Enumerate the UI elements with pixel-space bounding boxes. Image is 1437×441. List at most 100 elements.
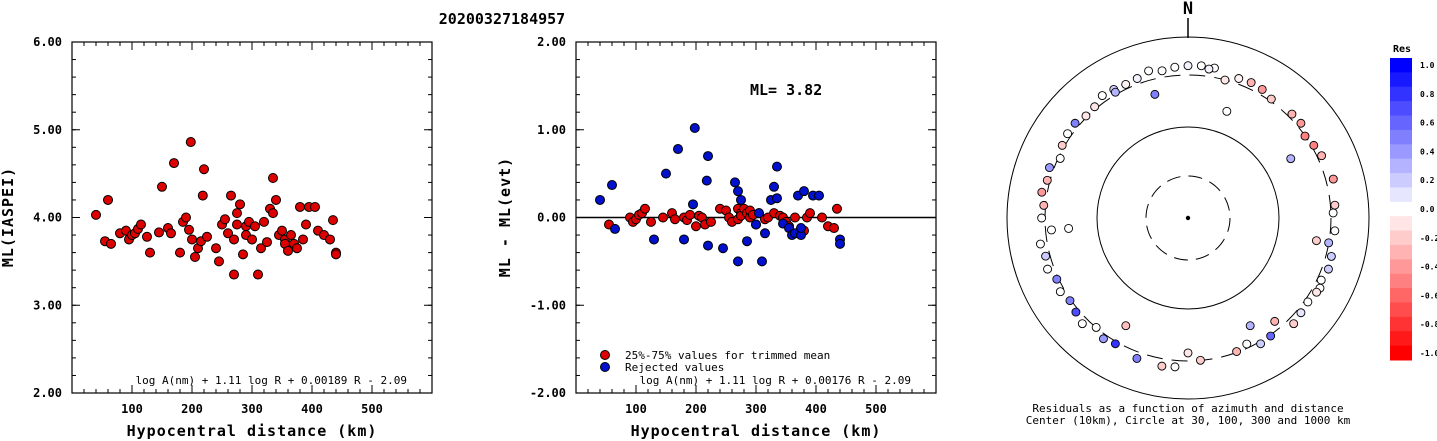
station-residual-point xyxy=(1323,264,1333,274)
station-residual-point xyxy=(1063,129,1073,139)
data-point xyxy=(232,208,242,219)
station-residual-point xyxy=(1245,321,1255,331)
colorbar-cell xyxy=(1390,216,1412,232)
y-tick-label: 2.00 xyxy=(537,35,566,49)
station-residual-point xyxy=(1316,275,1326,285)
colorbar-cell xyxy=(1390,230,1412,246)
colorbar-cell xyxy=(1390,101,1412,117)
trimmed-point xyxy=(829,223,839,234)
rejected-point xyxy=(703,240,713,251)
data-point xyxy=(197,190,208,201)
data-point xyxy=(232,219,242,230)
rejected-point xyxy=(772,193,782,204)
colorbar-tick-label: -0.6 xyxy=(1420,291,1437,300)
station-residual-point xyxy=(1132,353,1142,363)
y-tick-label: 5.00 xyxy=(33,123,62,137)
data-point xyxy=(298,234,308,245)
circle-300km xyxy=(1044,74,1332,362)
data-point xyxy=(229,269,239,280)
data-point xyxy=(106,238,116,249)
station-residual-point xyxy=(1157,66,1167,76)
x-tick-label: 300 xyxy=(745,402,767,416)
rejected-point xyxy=(742,236,752,247)
rejected-point xyxy=(661,168,671,179)
colorbar-cell xyxy=(1390,316,1412,332)
trimmed-point xyxy=(670,214,680,225)
data-point xyxy=(256,243,266,254)
data-point xyxy=(214,256,224,267)
colorbar-cell xyxy=(1390,115,1412,131)
azimuth-residual-panel: N Residuals as a function of azimuth and… xyxy=(1006,0,1370,427)
station-residual-point xyxy=(1121,321,1131,331)
rejected-point xyxy=(760,228,770,239)
data-point xyxy=(187,234,197,245)
y-tick-label: 2.00 xyxy=(33,386,62,400)
station-residual-point xyxy=(1037,213,1047,223)
colorbar-cell xyxy=(1390,58,1412,73)
colorbar-tick-label: 0.2 xyxy=(1420,176,1435,185)
x-tick-label: 400 xyxy=(805,402,827,416)
station-residual-point xyxy=(1064,223,1074,233)
trimmed-point xyxy=(685,209,695,220)
station-residual-point xyxy=(1326,251,1336,261)
rejected-point xyxy=(733,256,743,267)
data-point xyxy=(283,245,293,256)
data-point xyxy=(325,234,335,245)
station-residual-point xyxy=(1097,91,1107,101)
trimmed-point xyxy=(658,212,668,223)
station-residual-point xyxy=(1039,200,1049,210)
station-residual-point xyxy=(1150,89,1160,99)
rejected-point xyxy=(703,151,713,162)
colorbar-cell xyxy=(1390,345,1412,361)
station-residual-point xyxy=(1234,74,1244,83)
station-residual-point xyxy=(1157,361,1167,371)
y-tick-label: -2.00 xyxy=(530,386,566,400)
x-axis-label: Hypocentral distance (km) xyxy=(631,422,882,440)
rejected-point xyxy=(595,194,605,205)
station-residual-point xyxy=(1311,236,1321,246)
x-tick-label: 500 xyxy=(865,402,887,416)
station-residual-point xyxy=(1296,308,1306,318)
data-point xyxy=(286,230,296,241)
colorbar-cell xyxy=(1390,72,1412,88)
y-tick-label: -1.00 xyxy=(530,298,566,312)
station-residual-point xyxy=(1309,140,1319,150)
station-residual-point xyxy=(1071,307,1081,317)
rejected-point xyxy=(607,180,617,191)
y-tick-label: 6.00 xyxy=(33,35,62,49)
data-point xyxy=(310,201,320,212)
station-residual-point xyxy=(1091,322,1101,332)
data-point xyxy=(328,215,338,226)
colorbar-cell xyxy=(1390,201,1412,217)
trimmed-point xyxy=(817,212,827,223)
data-point xyxy=(223,228,233,239)
station-residual-point xyxy=(1035,239,1045,249)
colorbar-cell xyxy=(1390,273,1412,289)
data-point xyxy=(268,173,278,184)
colorbar-cell xyxy=(1390,129,1412,145)
station-residual-point xyxy=(1041,251,1051,261)
x-tick-label: 400 xyxy=(301,402,323,416)
data-point xyxy=(235,199,245,210)
colorbar-tick-label: 0.0 xyxy=(1420,205,1435,214)
ml-iaspei-panel: 2.00 3.00 4.00 5.00 6.00 100 200 300 400 500 log … xyxy=(0,35,433,440)
station-residual-point xyxy=(1170,362,1180,372)
legend: 25%-75% values for trimmed mean Rejected… xyxy=(600,349,830,374)
rejected-point xyxy=(835,238,845,249)
station-residual-point xyxy=(1246,78,1256,88)
station-residual-point xyxy=(1070,118,1080,128)
y-tick-label: 4.00 xyxy=(33,211,62,225)
station-residual-point xyxy=(1317,151,1327,161)
y-tick-label: 0.00 xyxy=(537,211,566,225)
data-point xyxy=(169,158,179,169)
data-point xyxy=(250,221,260,232)
station-residual-point xyxy=(1170,62,1180,72)
station-residual-point xyxy=(1110,87,1120,97)
data-point xyxy=(184,224,194,235)
colorbar-tick-label: 1.0 xyxy=(1420,61,1435,70)
station-residual-point xyxy=(1287,109,1297,119)
trimmed-point xyxy=(832,203,842,214)
colorbar-title: Res xyxy=(1393,44,1411,55)
station-residual-point xyxy=(1324,238,1334,248)
